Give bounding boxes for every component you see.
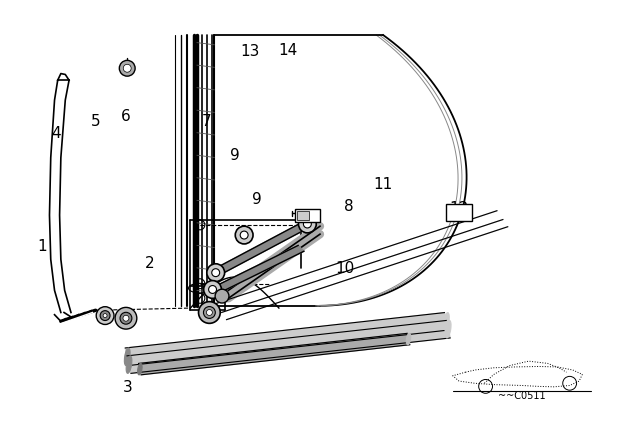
Circle shape [236,226,253,244]
Text: 6: 6 [120,109,130,125]
Ellipse shape [444,313,449,330]
Circle shape [123,315,129,321]
Circle shape [198,302,220,323]
Circle shape [96,307,114,324]
Text: 2: 2 [145,256,154,271]
Circle shape [119,60,135,76]
Polygon shape [139,333,410,375]
Circle shape [103,314,107,318]
Text: 7: 7 [202,114,211,129]
Text: 12: 12 [449,201,468,216]
Text: 14: 14 [279,43,298,58]
Polygon shape [212,246,304,293]
Text: 4: 4 [51,126,61,141]
Circle shape [207,264,225,281]
Bar [447,204,472,221]
Circle shape [298,215,316,233]
Text: 13: 13 [241,44,260,59]
Text: ~~C0511: ~~C0511 [499,391,546,401]
Polygon shape [212,221,310,276]
Polygon shape [216,211,497,304]
Bar [296,211,309,220]
Text: 5: 5 [91,114,100,129]
Circle shape [215,289,229,303]
Text: 1: 1 [37,239,47,254]
Circle shape [204,280,221,298]
Ellipse shape [124,348,130,366]
Text: 10: 10 [335,261,355,276]
Polygon shape [221,220,503,312]
Ellipse shape [138,363,142,375]
Polygon shape [227,227,508,319]
Bar [294,209,320,222]
Circle shape [120,312,132,324]
Ellipse shape [126,356,132,373]
Text: 3: 3 [122,380,132,395]
Circle shape [240,231,248,239]
Circle shape [207,310,212,315]
Text: 8: 8 [344,199,353,214]
Text: 9: 9 [252,192,262,207]
Text: 9: 9 [230,148,239,163]
Polygon shape [125,313,449,366]
Circle shape [204,306,215,319]
Ellipse shape [406,333,411,345]
Circle shape [100,310,110,320]
Circle shape [115,307,137,329]
Circle shape [212,269,220,276]
Circle shape [124,65,131,72]
Circle shape [303,220,311,228]
Ellipse shape [445,320,451,338]
Circle shape [209,285,216,293]
Polygon shape [127,320,450,373]
Text: 11: 11 [374,177,393,192]
